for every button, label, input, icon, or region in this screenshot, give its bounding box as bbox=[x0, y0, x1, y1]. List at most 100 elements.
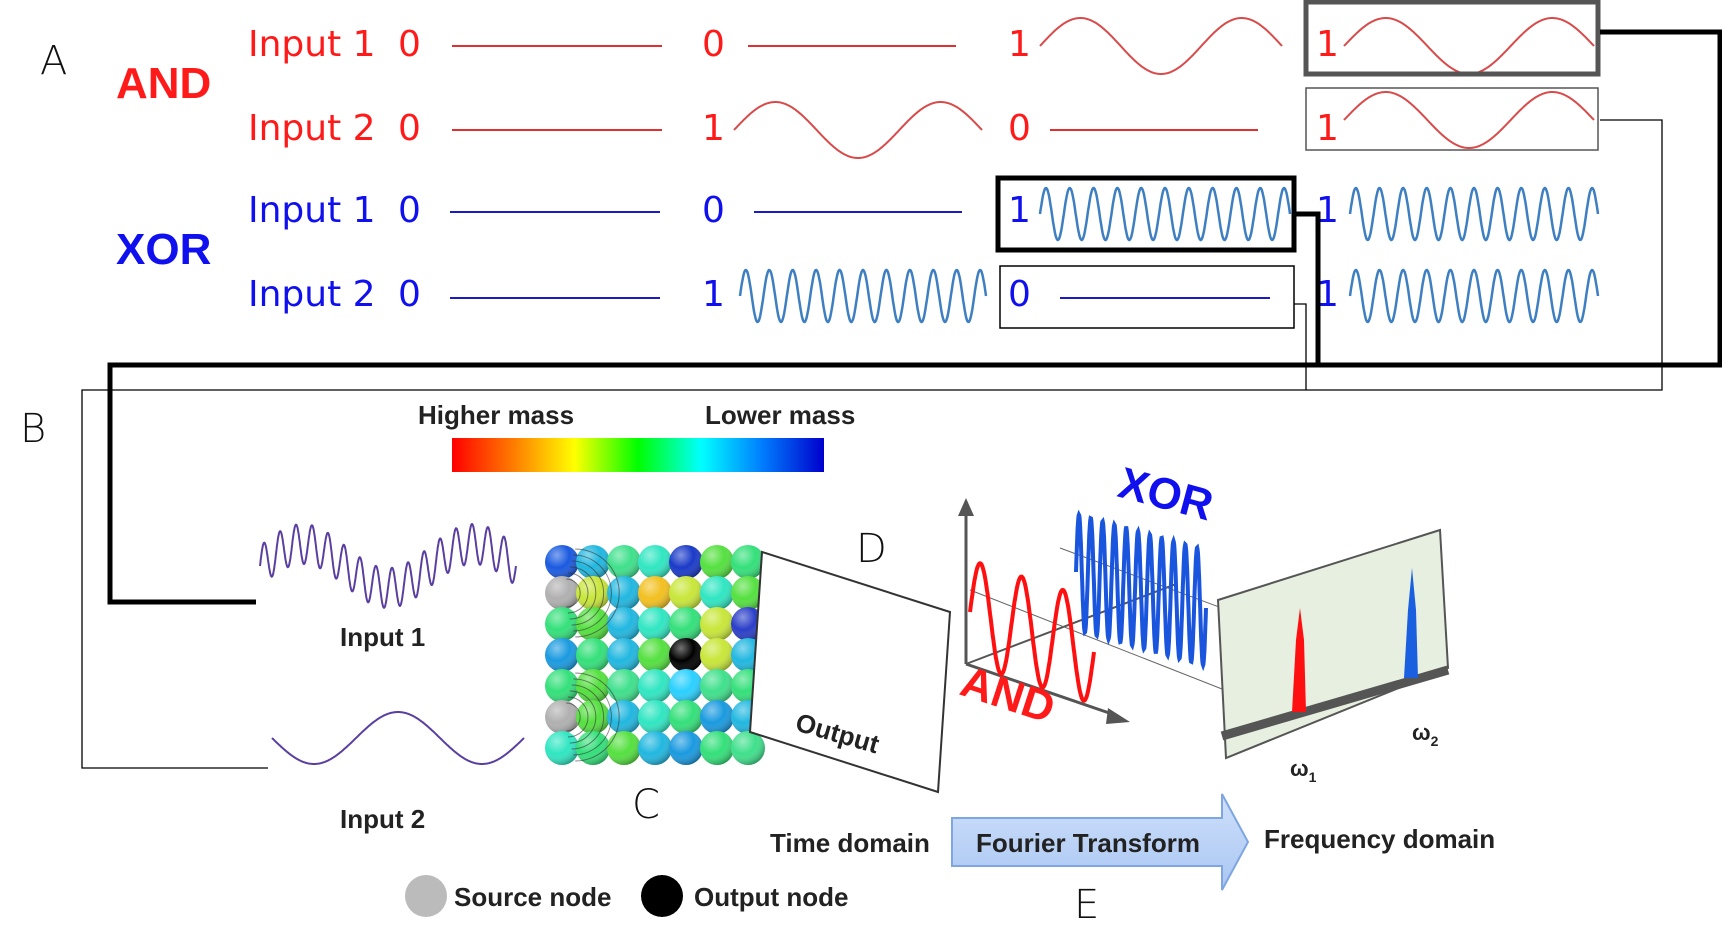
input1-signal-label: Input 1 bbox=[340, 622, 425, 652]
lattice-node-shade bbox=[607, 576, 641, 610]
lattice-node-shade bbox=[545, 700, 579, 734]
and-sine-wave bbox=[1343, 17, 1595, 75]
lattice-node-shade bbox=[700, 576, 734, 610]
fourier-transform-label: Fourier Transform bbox=[976, 828, 1200, 858]
lattice-node-shade bbox=[576, 576, 610, 610]
colorbar-left-label: Higher mass bbox=[418, 400, 574, 430]
lattice-node-shade bbox=[669, 545, 703, 579]
lattice-node-shade bbox=[545, 731, 579, 765]
lattice-node-shade bbox=[576, 545, 610, 579]
and-plot-label: AND bbox=[955, 657, 1061, 733]
source-node-legend-dot bbox=[405, 875, 447, 917]
lattice-node-shade bbox=[731, 576, 765, 610]
and-sine-wave bbox=[1343, 91, 1595, 149]
lattice-node-shade bbox=[607, 731, 641, 765]
wave-ripple bbox=[575, 548, 620, 638]
and-input2-highlight-box bbox=[1305, 87, 1599, 151]
signal-waves bbox=[259, 17, 1600, 765]
lattice-node-shade bbox=[607, 700, 641, 734]
xor-sine-wave bbox=[1038, 186, 1292, 242]
frequency-axis-bar bbox=[1220, 665, 1450, 741]
lattice-node-shade bbox=[576, 638, 610, 672]
panel-letter-c: C bbox=[632, 782, 660, 828]
lattice-node-shade bbox=[638, 638, 672, 672]
xor-time-wave bbox=[1074, 509, 1208, 672]
lattice-node-shade bbox=[638, 731, 672, 765]
output-panel bbox=[748, 550, 952, 794]
lattice-node-shade bbox=[731, 731, 765, 765]
lattice-node-shade bbox=[669, 731, 703, 765]
panel-letter-d: D bbox=[856, 526, 887, 572]
bit: 1 bbox=[1008, 190, 1031, 231]
xor-input2-label: Input 2 bbox=[248, 274, 376, 315]
lattice-node-shade bbox=[638, 607, 672, 641]
mass-colorbar bbox=[452, 438, 824, 472]
lattice-node-shade bbox=[700, 607, 734, 641]
and-input2-bits: 0 1 0 1 bbox=[398, 108, 1339, 149]
plot3d-waves bbox=[968, 509, 1208, 703]
input2-signal-label: Input 2 bbox=[340, 804, 425, 834]
fourier-transform-arrow bbox=[951, 793, 1250, 891]
frequency-domain-label: Frequency domain bbox=[1264, 824, 1495, 854]
bit: 1 bbox=[1316, 190, 1339, 231]
xor-gate-label: XOR bbox=[116, 225, 211, 274]
wave-ripple bbox=[575, 672, 620, 762]
lattice-node-shade bbox=[545, 669, 579, 703]
connector-thick-xor bbox=[1294, 211, 1321, 365]
xor-frequency-peak bbox=[1404, 568, 1418, 678]
lattice-node-shade bbox=[576, 731, 610, 765]
wave-ripple bbox=[569, 690, 597, 744]
bit: 1 bbox=[1316, 108, 1339, 149]
wave-ripple bbox=[566, 578, 581, 608]
xor-input1-label: Input 1 bbox=[248, 190, 376, 231]
xor-sine-wave bbox=[1348, 268, 1600, 324]
lattice-node-shade bbox=[607, 669, 641, 703]
omega1-label: ω1 bbox=[1290, 756, 1317, 785]
wave-ripple bbox=[569, 566, 597, 620]
lattice-node-shade bbox=[669, 700, 703, 734]
lattice-node-shade bbox=[576, 669, 610, 703]
xor-input2-highlight-box bbox=[999, 265, 1295, 329]
wave-ripple bbox=[573, 678, 612, 756]
lattice-node-shade bbox=[545, 607, 579, 641]
bit: 0 bbox=[398, 108, 421, 149]
lattice-node-shade bbox=[545, 638, 579, 672]
lattice-node-shade bbox=[731, 545, 765, 579]
flat-signal-lines bbox=[450, 45, 1270, 299]
lattice-node-shade bbox=[607, 607, 641, 641]
mass-lattice bbox=[545, 545, 765, 765]
wave-ripple bbox=[566, 702, 581, 732]
lattice-node-shade bbox=[669, 607, 703, 641]
xor-sine-wave bbox=[738, 268, 988, 324]
input2-signal-wave bbox=[271, 711, 525, 765]
lattice-node-shade bbox=[638, 576, 672, 610]
bit: 1 bbox=[1008, 24, 1031, 65]
wave-ripple bbox=[573, 554, 612, 632]
xor-plot-label: XOR bbox=[1113, 458, 1218, 530]
xor-input2-bits: 0 1 0 1 bbox=[398, 274, 1339, 315]
source-node-legend-label: Source node bbox=[454, 882, 611, 912]
and-sine-wave bbox=[1039, 17, 1283, 75]
lattice-node-shade bbox=[576, 700, 610, 734]
panel-letter-e: E bbox=[1074, 882, 1099, 925]
xor-input1-bits: 0 0 1 1 bbox=[398, 190, 1339, 231]
lattice-node-shade bbox=[700, 731, 734, 765]
bit: 0 bbox=[398, 24, 421, 65]
wave-ripple bbox=[567, 572, 589, 614]
bit: 0 bbox=[1008, 274, 1031, 315]
bit: 0 bbox=[702, 24, 725, 65]
and-input1-highlight-box bbox=[1303, 0, 1601, 77]
connector-thin-xor bbox=[1294, 303, 1307, 390]
lattice-node-shade bbox=[607, 638, 641, 672]
arrow-head bbox=[958, 498, 974, 516]
arrow-head bbox=[1106, 708, 1130, 724]
lattice-node-shade bbox=[576, 607, 610, 641]
connector-thick bbox=[107, 29, 1722, 605]
bit: 0 bbox=[1008, 108, 1031, 149]
frequency-panel bbox=[1216, 528, 1450, 760]
wave-ripple bbox=[567, 696, 589, 738]
lattice-node-shade bbox=[700, 700, 734, 734]
and-frequency-peak bbox=[1292, 608, 1306, 712]
lattice-node-shade bbox=[669, 576, 703, 610]
